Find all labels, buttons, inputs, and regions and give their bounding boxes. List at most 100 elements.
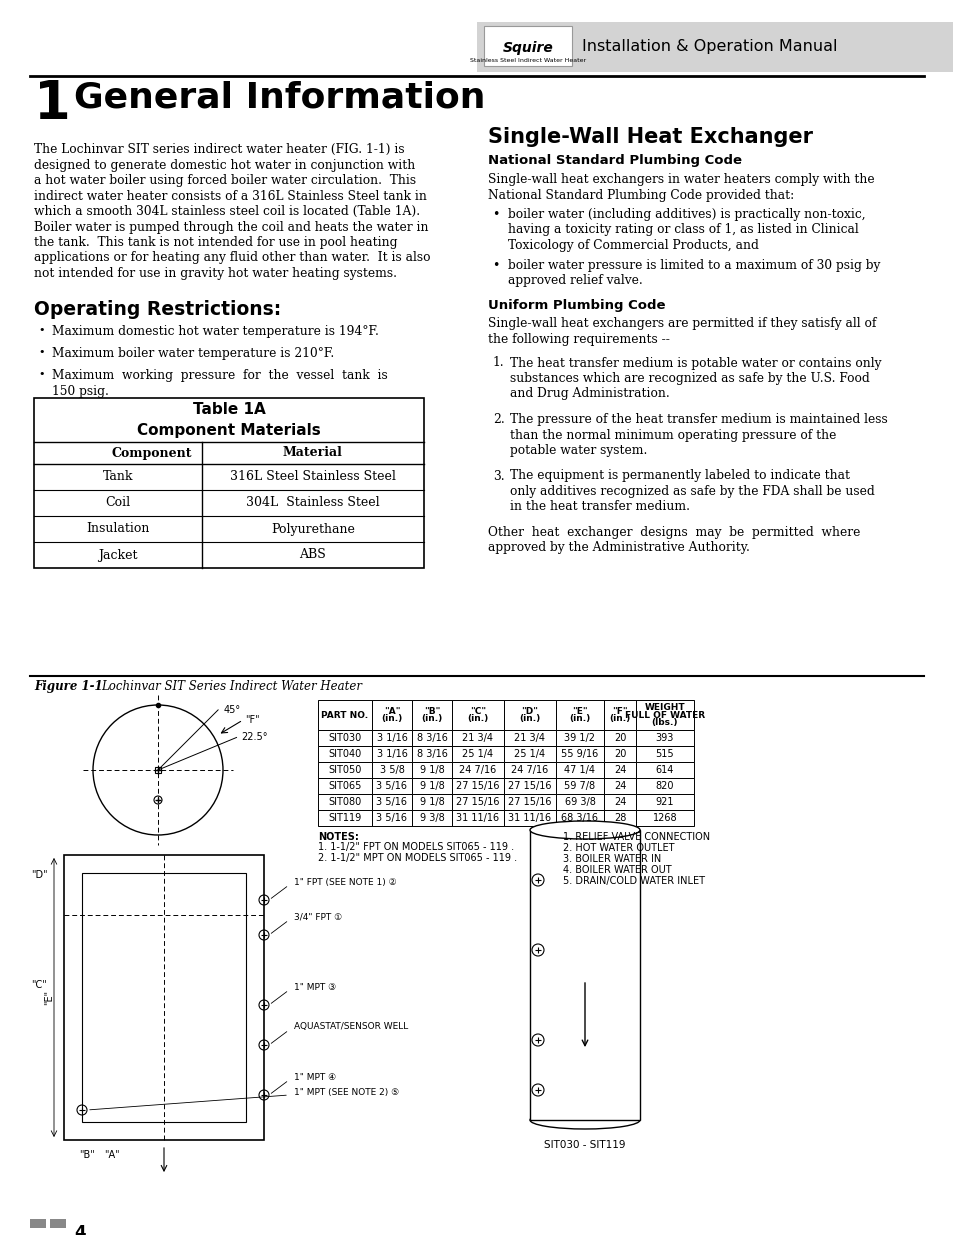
Bar [317,810,372,826]
Bar [372,778,412,794]
Bar [603,778,636,794]
Text: SIT119: SIT119 [328,813,361,823]
Text: 1" MPT ③: 1" MPT ③ [294,983,335,992]
Bar [636,794,693,810]
Text: 39 1/2: 39 1/2 [564,734,595,743]
Text: Single-wall heat exchangers are permitted if they satisfy all of: Single-wall heat exchangers are permitte… [488,317,876,331]
Text: Component: Component [112,447,192,459]
Text: 27 15/16: 27 15/16 [508,781,551,790]
Text: 2. 1-1/2" MPT ON MODELS SIT065 - 119 .: 2. 1-1/2" MPT ON MODELS SIT065 - 119 . [317,853,517,863]
Bar [452,794,503,810]
Bar [503,794,556,810]
Bar [452,700,503,730]
Text: 25 1/4: 25 1/4 [514,748,545,760]
Bar [556,810,603,826]
Text: "D": "D" [30,869,48,881]
Ellipse shape [530,1112,639,1129]
Text: "C": "C" [470,706,485,715]
Text: boiler water (including additives) is practically non-toxic,: boiler water (including additives) is pr… [507,207,864,221]
Bar [603,810,636,826]
Text: 1" FPT (SEE NOTE 1) ②: 1" FPT (SEE NOTE 1) ② [294,878,396,887]
Text: only additives recognized as safe by the FDA shall be used: only additives recognized as safe by the… [510,485,874,498]
Text: Material: Material [283,447,342,459]
Text: National Standard Plumbing Code: National Standard Plumbing Code [488,154,741,167]
Bar [317,700,372,730]
Text: Single-wall heat exchangers in water heaters comply with the: Single-wall heat exchangers in water hea… [488,173,874,186]
Text: "D": "D" [521,706,537,715]
Text: Other  heat  exchanger  designs  may  be  permitted  where: Other heat exchanger designs may be perm… [488,526,860,538]
Text: approved relief valve.: approved relief valve. [507,274,642,287]
Bar [372,700,412,730]
Text: 45°: 45° [223,705,240,715]
Bar [503,746,556,762]
Text: 59 7/8: 59 7/8 [564,781,595,790]
Text: "E": "E" [572,706,587,715]
Bar [50,1219,66,1228]
Bar [603,746,636,762]
Bar [503,700,556,730]
Text: 68 3/16: 68 3/16 [561,813,598,823]
Text: designed to generate domestic hot water in conjunction with: designed to generate domestic hot water … [34,158,415,172]
Text: •: • [492,207,499,221]
Text: 3. BOILER WATER IN: 3. BOILER WATER IN [562,853,660,864]
Bar [603,730,636,746]
Bar [372,746,412,762]
Text: General Information: General Information [74,80,485,114]
Bar [317,730,372,746]
Text: 20: 20 [613,734,625,743]
Bar [503,810,556,826]
Text: 1: 1 [34,78,71,130]
Text: which a smooth 304L stainless steel coil is located (Table 1A).: which a smooth 304L stainless steel coil… [34,205,419,219]
Bar [372,810,412,826]
Text: (lbs.): (lbs.) [651,719,678,727]
Text: than the normal minimum operating pressure of the: than the normal minimum operating pressu… [510,429,836,441]
Text: SIT030: SIT030 [328,734,361,743]
Bar [603,762,636,778]
Text: •: • [39,325,45,335]
Text: SIT040: SIT040 [328,748,361,760]
Text: Table 1A: Table 1A [193,401,265,416]
Bar [412,762,452,778]
Text: Maximum boiler water temperature is 210°F.: Maximum boiler water temperature is 210°… [52,347,334,359]
Text: 3 5/8: 3 5/8 [379,764,404,776]
Text: SIT080: SIT080 [328,797,361,806]
Text: 3 1/16: 3 1/16 [376,734,407,743]
Bar [317,762,372,778]
Text: SIT050: SIT050 [328,764,361,776]
Text: NOTES:: NOTES: [317,832,358,842]
Text: 921: 921 [655,797,674,806]
Bar [30,1219,46,1228]
Text: the following requirements --: the following requirements -- [488,333,669,346]
Text: "A": "A" [104,1150,120,1160]
Text: Figure 1-1: Figure 1-1 [34,680,103,693]
Text: 2.: 2. [493,412,504,426]
Text: 25 1/4: 25 1/4 [462,748,493,760]
Text: indirect water heater consists of a 316L Stainless Steel tank in: indirect water heater consists of a 316L… [34,189,426,203]
Bar [154,767,161,773]
Bar [503,730,556,746]
Text: the tank.  This tank is not intended for use in pool heating: the tank. This tank is not intended for … [34,236,397,249]
Text: (in.): (in.) [609,715,630,724]
Text: 3 5/16: 3 5/16 [376,781,407,790]
Text: 9 1/8: 9 1/8 [419,781,444,790]
Text: 24: 24 [613,797,625,806]
Text: (in.): (in.) [518,715,540,724]
Text: 8 3/16: 8 3/16 [416,748,447,760]
Text: potable water system.: potable water system. [510,445,647,457]
Text: 4. BOILER WATER OUT: 4. BOILER WATER OUT [562,864,671,876]
Text: 5. DRAIN/COLD WATER INLET: 5. DRAIN/COLD WATER INLET [562,876,704,885]
Bar [636,810,693,826]
Text: 27 15/16: 27 15/16 [456,781,499,790]
Text: The heat transfer medium is potable water or contains only: The heat transfer medium is potable wate… [510,357,881,369]
Text: 1.: 1. [493,357,504,369]
Text: Insulation: Insulation [86,522,150,536]
Text: 1" MPT (SEE NOTE 2) ⑤: 1" MPT (SEE NOTE 2) ⑤ [294,1088,399,1097]
Text: 8 3/16: 8 3/16 [416,734,447,743]
Text: 27 15/16: 27 15/16 [456,797,499,806]
Text: Maximum domestic hot water temperature is 194°F.: Maximum domestic hot water temperature i… [52,325,378,338]
Text: 3/4" FPT ①: 3/4" FPT ① [294,913,342,921]
Text: 515: 515 [655,748,674,760]
Bar [636,700,693,730]
Bar [372,730,412,746]
Bar [556,794,603,810]
